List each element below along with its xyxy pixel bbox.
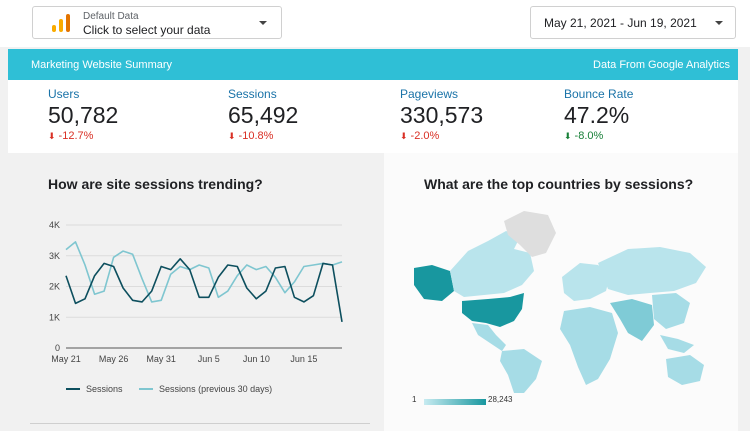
- kpi-value: 330,573: [400, 102, 484, 128]
- series-line-sessions-previous-30-days[interactable]: [65, 241, 343, 303]
- data-source-selector[interactable]: Default Data Click to select your data: [32, 6, 282, 39]
- date-range-selector[interactable]: May 21, 2021 - Jun 19, 2021: [530, 6, 736, 39]
- chevron-down-icon: [259, 21, 267, 25]
- arrow-down-icon: ⬇: [400, 131, 408, 141]
- map-region-east-asia[interactable]: [652, 293, 690, 329]
- kpi-label: Pageviews: [400, 87, 459, 101]
- top-bar: Default Data Click to select your data M…: [0, 0, 750, 47]
- series-line-sessions[interactable]: [65, 258, 343, 323]
- map-region-africa[interactable]: [560, 307, 618, 385]
- scale-min-label: 1: [412, 395, 417, 404]
- data-source-prompt: Click to select your data: [83, 23, 211, 37]
- kpi-sessions[interactable]: Sessions 65,492 ⬇ -10.8%: [228, 87, 298, 142]
- map-region-europe[interactable]: [562, 263, 610, 301]
- x-tick-label: May 31: [146, 354, 176, 364]
- legend-item-sessions[interactable]: Sessions: [66, 384, 123, 394]
- world-map[interactable]: [384, 153, 738, 393]
- color-scale-bar: [424, 399, 486, 405]
- kpi-delta: ⬇ -12.7%: [48, 130, 118, 142]
- countries-map-panel: What are the top countries by sessions? …: [384, 153, 738, 431]
- y-tick-label: 0: [55, 343, 60, 353]
- kpi-label: Sessions: [228, 87, 277, 101]
- kpi-scorecards: Users 50,782 ⬇ -12.7% Sessions 65,492 ⬇ -1…: [8, 80, 738, 153]
- date-range-label: May 21, 2021 - Jun 19, 2021: [544, 16, 697, 30]
- legend-swatch: [139, 388, 154, 390]
- legend-label: Sessions: [86, 384, 123, 394]
- chart-legend: Sessions Sessions (previous 30 days): [66, 382, 286, 394]
- x-tick-label: May 26: [99, 354, 129, 364]
- kpi-delta: ⬇ -10.8%: [228, 130, 298, 142]
- divider: [30, 423, 370, 424]
- kpi-value: 47.2%: [564, 102, 630, 128]
- legend-item-previous[interactable]: Sessions (previous 30 days): [139, 384, 272, 394]
- x-tick-label: May 21: [51, 354, 81, 364]
- arrow-down-icon: ⬇: [564, 131, 572, 141]
- map-region-mexico[interactable]: [472, 323, 506, 351]
- y-tick-label: 1K: [49, 312, 60, 322]
- kpi-users[interactable]: Users 50,782 ⬇ -12.7%: [48, 87, 118, 142]
- kpi-delta: ⬇ -2.0%: [400, 130, 483, 142]
- map-chart-title: What are the top countries by sessions?: [424, 176, 694, 192]
- map-region-south-america[interactable]: [500, 349, 542, 393]
- legend-swatch: [66, 388, 80, 390]
- scale-max-label: 28,243: [488, 395, 513, 404]
- kpi-delta-value: -10.8%: [238, 130, 274, 142]
- kpi-bounce-rate[interactable]: Bounce Rate 47.2% ⬇ -8.0%: [564, 87, 633, 142]
- y-tick-label: 3K: [49, 251, 60, 261]
- data-source-name: Default Data: [83, 11, 139, 22]
- kpi-delta: ⬇ -8.0%: [564, 130, 633, 142]
- arrow-down-icon: ⬇: [48, 131, 56, 141]
- chevron-down-icon: [715, 21, 723, 25]
- map-region-asia-north[interactable]: [598, 247, 706, 295]
- map-region-greenland[interactable]: [504, 211, 556, 257]
- map-region-usa[interactable]: [462, 293, 524, 327]
- map-region-canada[interactable]: [450, 231, 534, 297]
- y-tick-label: 2K: [49, 282, 60, 292]
- kpi-delta-value: -2.0%: [410, 130, 440, 142]
- kpi-value: 50,782: [48, 102, 119, 128]
- kpi-delta-value: -8.0%: [574, 130, 604, 142]
- report-banner: Marketing Website Summary Data From Goog…: [8, 49, 738, 80]
- map-region-alaska[interactable]: [414, 265, 454, 301]
- report-title: Marketing Website Summary: [31, 59, 173, 71]
- x-tick-label: Jun 10: [243, 354, 270, 364]
- x-tick-label: Jun 15: [290, 354, 317, 364]
- color-scale-legend: 1 28,243: [412, 395, 542, 409]
- analytics-icon: [52, 14, 70, 32]
- trend-chart-title: How are site sessions trending?: [48, 176, 263, 192]
- kpi-value: 65,492: [228, 102, 299, 128]
- kpi-delta-value: -12.7%: [58, 130, 94, 142]
- map-region-asia-south[interactable]: [610, 299, 654, 341]
- legend-label: Sessions (previous 30 days): [159, 384, 273, 394]
- sessions-line-chart[interactable]: 0 1K 2K 3K 4K May 21 May 26 May 31 Jun 5 Jun 10 Ju…: [8, 153, 384, 383]
- arrow-down-icon: ⬇: [228, 131, 236, 141]
- map-region-southeast-asia[interactable]: [660, 335, 694, 353]
- kpi-label: Bounce Rate: [564, 87, 634, 101]
- map-region-australia[interactable]: [666, 355, 704, 385]
- sessions-trend-panel: How are site sessions trending? 0 1K 2K 3K 4…: [8, 153, 384, 431]
- x-tick-label: Jun 5: [198, 354, 220, 364]
- data-source-note: Data From Google Analytics: [593, 59, 730, 71]
- y-tick-label: 4K: [49, 220, 60, 230]
- kpi-pageviews[interactable]: Pageviews 330,573 ⬇ -2.0%: [400, 87, 483, 142]
- kpi-label: Users: [48, 87, 80, 101]
